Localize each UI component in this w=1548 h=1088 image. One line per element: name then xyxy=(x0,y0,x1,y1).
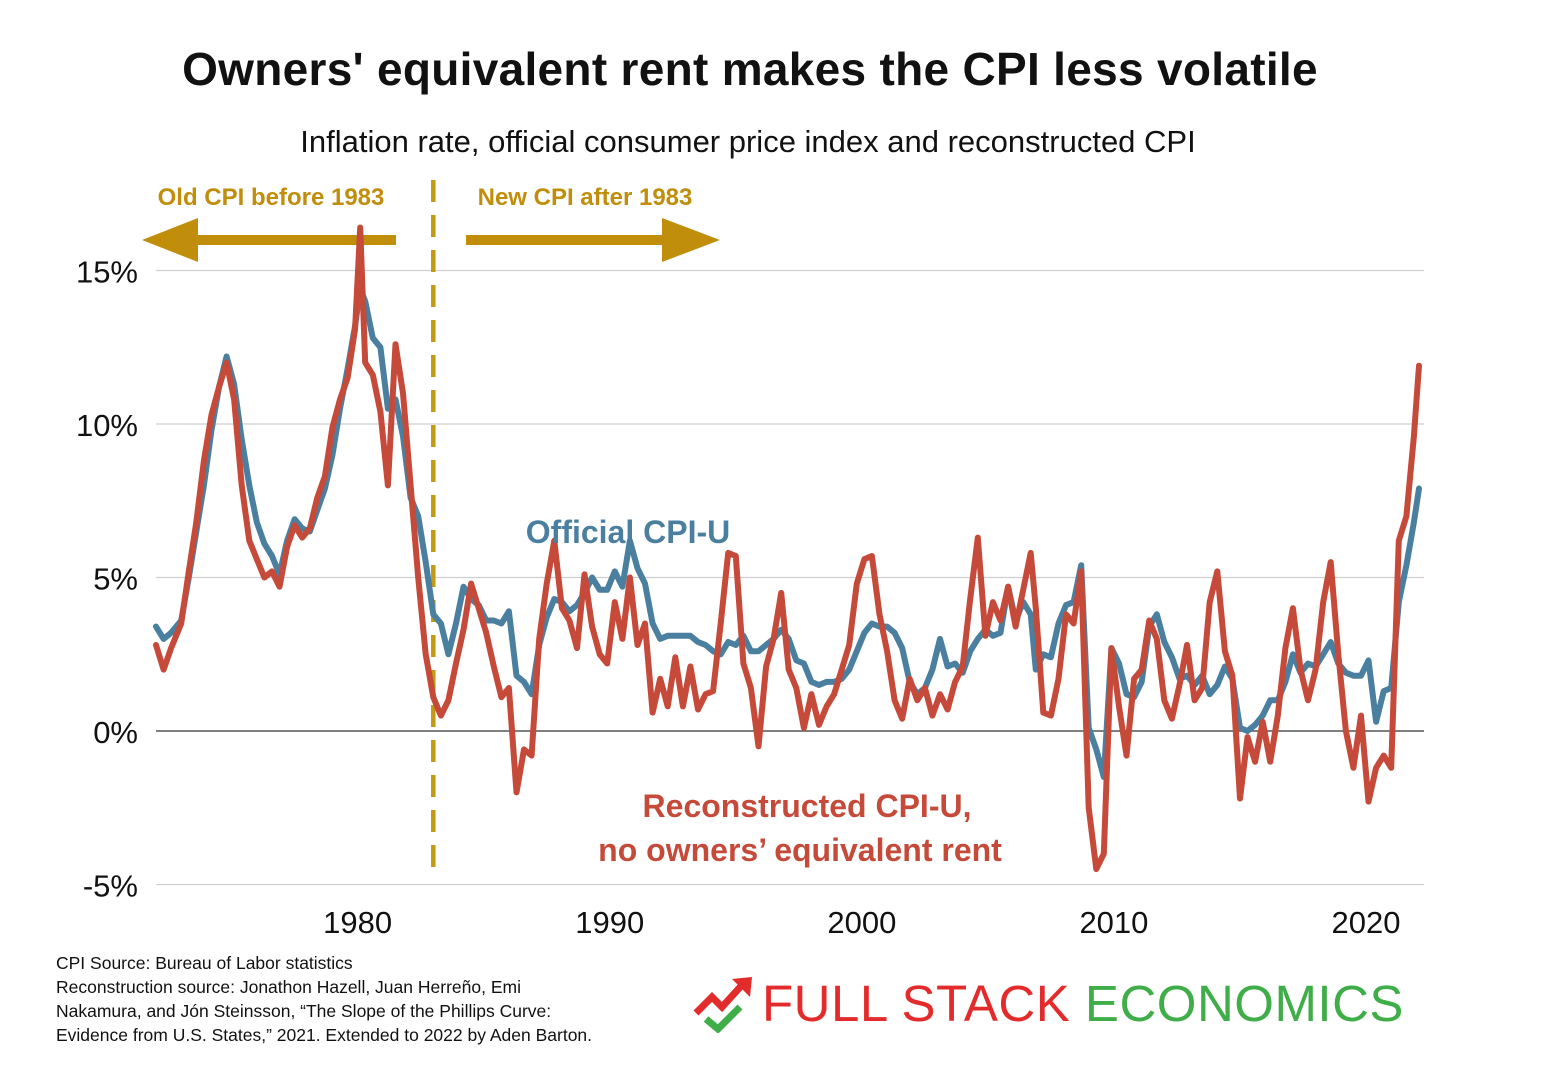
series-label-reconstructed-line-1: Reconstructed CPI-U, xyxy=(643,788,972,824)
chart-subtitle: Inflation rate, official consumer price … xyxy=(300,124,1196,159)
y-tick-label: 10% xyxy=(76,408,138,443)
x-tick-label: 2010 xyxy=(1079,905,1148,940)
trend-arrow-check-icon xyxy=(693,977,752,1033)
x-tick-label: 1990 xyxy=(575,905,644,940)
old-cpi-label: Old CPI before 1983 xyxy=(158,184,385,211)
x-tick-label: 1980 xyxy=(323,905,392,940)
x-tick-label: 2000 xyxy=(827,905,896,940)
chart-title: Owners' equivalent rent makes the CPI le… xyxy=(182,43,1318,95)
source-notes: CPI Source: Bureau of Labor statistics R… xyxy=(56,951,696,1047)
new-cpi-label: New CPI after 1983 xyxy=(478,184,693,211)
source-line-4: Evidence from U.S. States,” 2021. Extend… xyxy=(56,1025,593,1045)
logo-wordmark: FULL STACK ECONOMICS xyxy=(762,974,1404,1033)
old-cpi-arrow-head xyxy=(142,218,198,262)
source-line-3: Nakamura, and Jón Steinsson, “The Slope … xyxy=(56,1001,552,1021)
y-tick-label: 5% xyxy=(93,562,138,597)
new-cpi-arrow-head xyxy=(662,218,720,262)
logo-text-economics: ECONOMICS xyxy=(1084,974,1404,1032)
source-line-2: Reconstruction source: Jonathon Hazell, … xyxy=(56,977,521,997)
y-tick-label: 15% xyxy=(76,255,138,290)
x-tick-label: 2020 xyxy=(1332,905,1401,940)
series-label-reconstructed-line-2: no owners’ equivalent rent xyxy=(598,832,1002,868)
series-label-official-cpi-u: Official CPI-U xyxy=(526,514,730,550)
new-cpi-arrow-shaft xyxy=(466,235,664,245)
source-line-1: CPI Source: Bureau of Labor statistics xyxy=(56,953,353,973)
full-stack-economics-logo: FULL STACK ECONOMICS xyxy=(692,972,1404,1034)
series-line-reconstructed-cpi-u xyxy=(153,224,1422,873)
old-cpi-arrow-shaft xyxy=(196,235,396,245)
y-tick-label: 0% xyxy=(93,715,138,750)
series-line-official-cpi-u xyxy=(153,285,1422,780)
y-tick-label: -5% xyxy=(83,869,138,904)
logo-text-full-stack: FULL STACK xyxy=(762,974,1071,1032)
